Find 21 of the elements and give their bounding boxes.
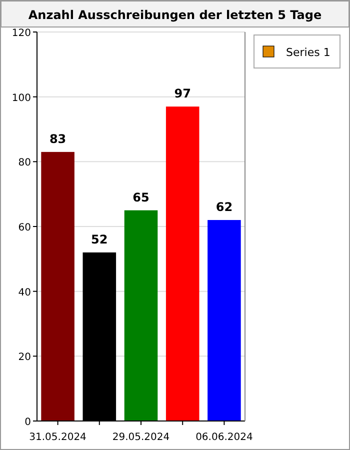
bar: [124, 210, 158, 421]
bar: [41, 152, 74, 421]
bar: [166, 106, 200, 421]
y-tick-label: 20: [18, 352, 31, 364]
y-tick-label: 40: [18, 287, 31, 298]
y-tick-label: 60: [18, 222, 31, 234]
data-label: 83: [49, 132, 66, 146]
chart-title: Anzahl Ausschreibungen der letzten 5 Tage: [28, 8, 322, 22]
data-label: 97: [174, 86, 191, 101]
x-tick-label: 31.05.2024: [29, 432, 86, 443]
x-tick-label: 29.05.2024: [112, 432, 170, 443]
data-label: 52: [91, 232, 108, 246]
y-tick-label: 0: [24, 417, 31, 428]
y-tick-label: 80: [18, 158, 31, 169]
bar: [208, 220, 241, 421]
y-tick-label: 120: [12, 28, 31, 39]
data-label: 62: [216, 200, 233, 214]
y-tick-label: 100: [12, 92, 31, 104]
x-tick-label: 06.06.2024: [196, 432, 253, 443]
data-label: 65: [132, 190, 150, 204]
text: Series 1: [286, 46, 330, 59]
